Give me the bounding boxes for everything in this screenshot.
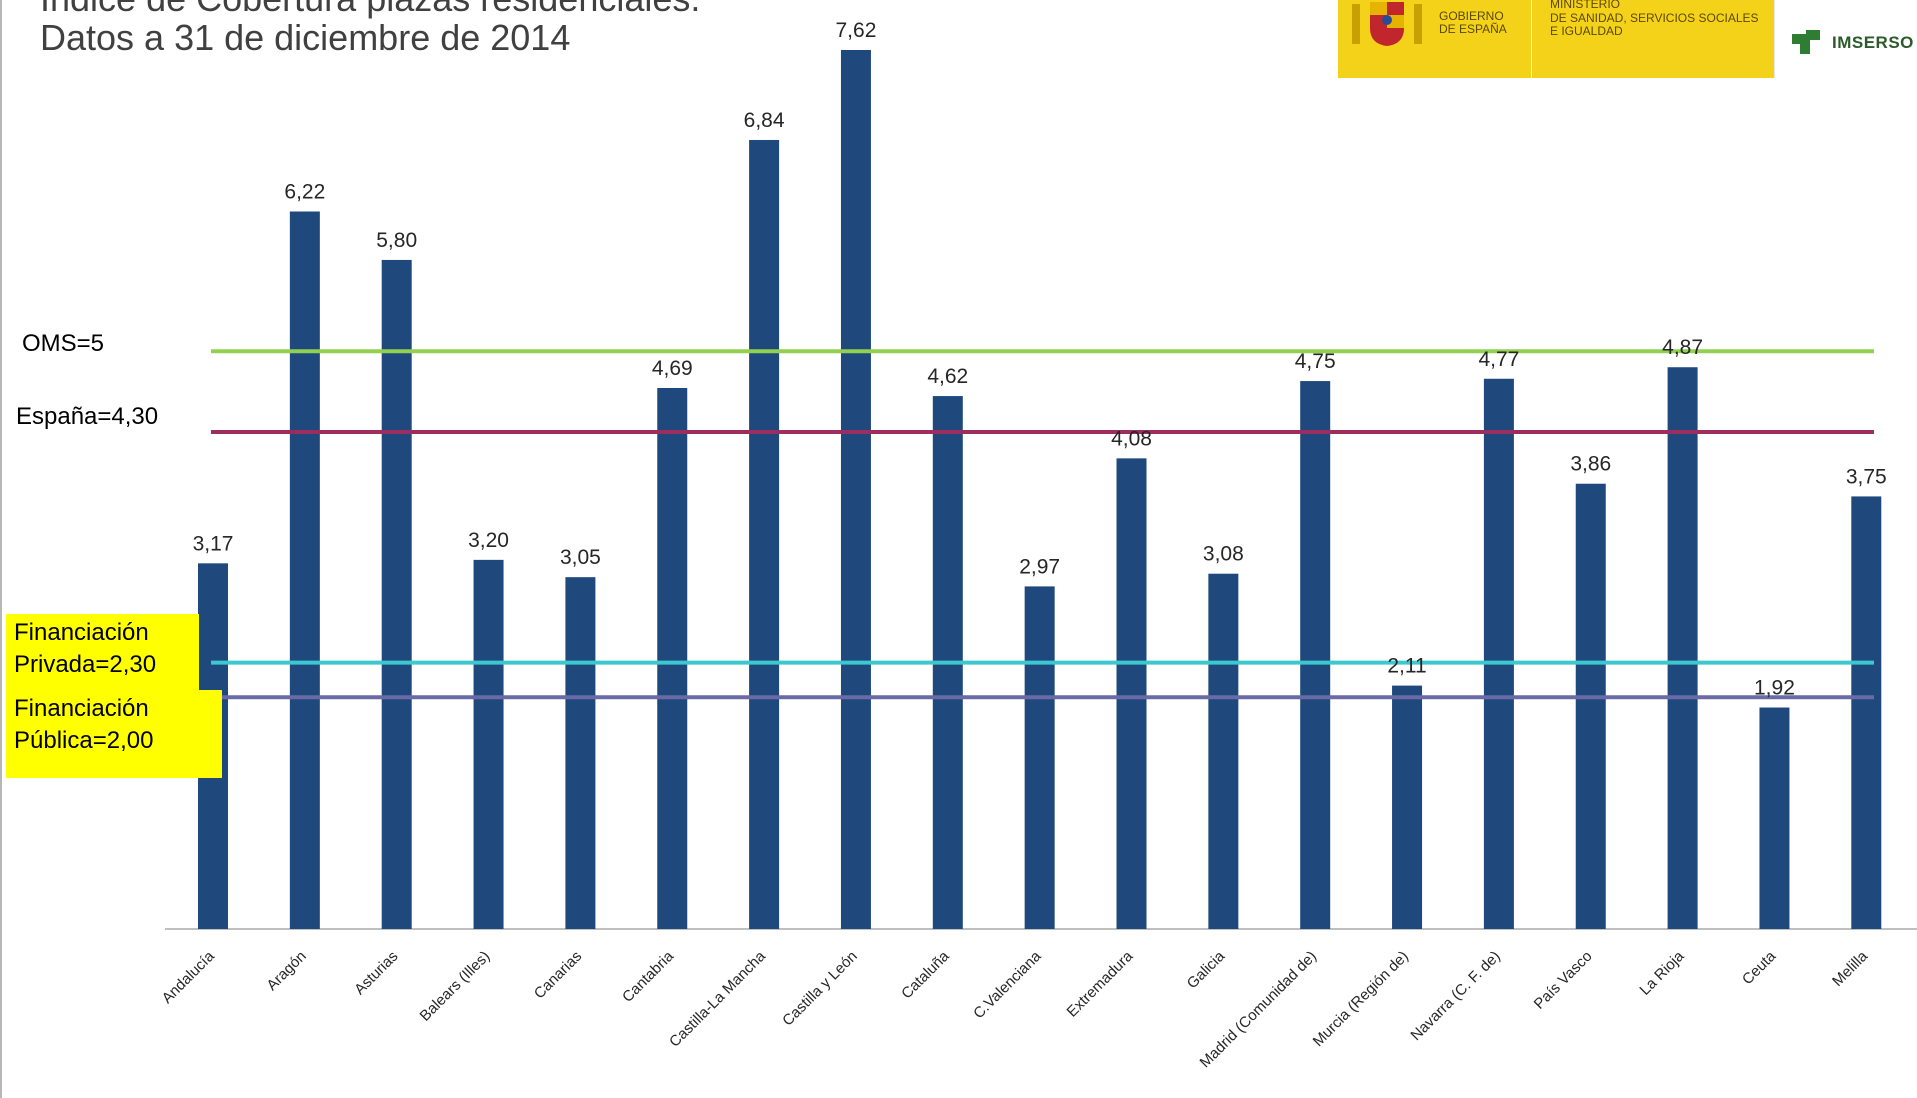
bar-value-label: 7,62 bbox=[836, 19, 877, 42]
bar-16 bbox=[1667, 367, 1698, 930]
financiacion-privada-label: Financiación Privada=2,30 bbox=[14, 619, 157, 678]
bar-11 bbox=[1208, 573, 1239, 929]
bar-value-label: 3,75 bbox=[1846, 465, 1887, 488]
financiacion-publica-box bbox=[6, 690, 222, 778]
bar-7 bbox=[840, 50, 871, 929]
bar-3 bbox=[473, 559, 504, 929]
coat-of-arms-icon bbox=[1352, 2, 1422, 46]
category-label: Galicia bbox=[1184, 947, 1229, 992]
bar-value-label: 5,80 bbox=[376, 229, 417, 252]
bar-value-label: 6,84 bbox=[744, 109, 785, 132]
bar-17 bbox=[1759, 707, 1790, 929]
gobierno-de-espana-text: GOBIERNO DE ESPAÑA bbox=[1439, 9, 1507, 36]
category-label: Murcia (Región de) bbox=[1310, 948, 1412, 1050]
category-label: País Vasco bbox=[1531, 948, 1596, 1013]
imserso-logo-text: IMSERSO bbox=[1832, 33, 1914, 52]
bar-value-label: 3,20 bbox=[468, 529, 509, 552]
category-label: Cantabria bbox=[619, 947, 677, 1005]
imserso-logo-icon bbox=[1792, 30, 1820, 54]
category-label: Asturias bbox=[351, 948, 401, 998]
bar-6 bbox=[749, 139, 780, 929]
category-label: C.Valenciana bbox=[970, 947, 1045, 1022]
bar-value-label: 1,92 bbox=[1754, 677, 1795, 700]
bar-value-label: 4,08 bbox=[1111, 427, 1152, 450]
bar-1 bbox=[289, 211, 320, 929]
bar-value-label: 3,17 bbox=[193, 532, 234, 555]
category-label: Ceuta bbox=[1739, 947, 1780, 988]
bar-value-label: 4,69 bbox=[652, 357, 693, 380]
bar-10 bbox=[1116, 458, 1147, 929]
category-label: Navarra (C. F. de) bbox=[1407, 948, 1503, 1044]
espana-reference-label: España=4,30 bbox=[16, 403, 159, 430]
category-label: Cataluña bbox=[898, 947, 953, 1002]
bar-value-label: 4,62 bbox=[927, 365, 968, 388]
bar-value-label: 3,08 bbox=[1203, 543, 1244, 566]
bar-value-label: 6,22 bbox=[284, 180, 325, 203]
bar-value-label: 4,77 bbox=[1478, 348, 1519, 371]
category-label: Aragón bbox=[263, 948, 309, 994]
category-label: La Rioja bbox=[1636, 947, 1687, 998]
bar-12 bbox=[1300, 381, 1331, 930]
bar-18 bbox=[1851, 496, 1882, 929]
bar-13 bbox=[1392, 685, 1423, 929]
logo-separator bbox=[1531, 0, 1532, 78]
bar-value-label: 2,11 bbox=[1387, 655, 1426, 678]
chart-title-line2: Datos a 31 de diciembre de 2014 bbox=[40, 17, 571, 58]
oms-reference-label: OMS=5 bbox=[22, 330, 105, 357]
financiacion-privada-box bbox=[6, 614, 199, 690]
government-logo-band bbox=[1338, 0, 1774, 78]
category-label: Castilla-La Mancha bbox=[666, 947, 769, 1050]
chart-title-line1: Índice de Cobertura plazas residenciales… bbox=[40, 0, 700, 19]
bar-4 bbox=[565, 577, 596, 929]
bar-2 bbox=[381, 259, 412, 929]
category-label: Extremadura bbox=[1064, 947, 1137, 1020]
bar-value-label: 4,87 bbox=[1662, 336, 1703, 359]
category-label: Canarias bbox=[531, 948, 585, 1002]
bar-value-label: 3,05 bbox=[560, 546, 601, 569]
category-label: Melilla bbox=[1829, 947, 1872, 990]
bar-9 bbox=[1024, 586, 1055, 929]
bar-value-label: 4,75 bbox=[1295, 350, 1336, 373]
bar-value-label: 3,86 bbox=[1570, 453, 1611, 476]
category-label: Balears (Illes) bbox=[417, 948, 494, 1025]
frame-left-border bbox=[0, 0, 2, 1098]
bar-value-label: 2,97 bbox=[1019, 555, 1060, 578]
bar-14 bbox=[1483, 378, 1514, 929]
category-label: Andalucía bbox=[159, 947, 219, 1007]
bar-5 bbox=[657, 387, 688, 930]
category-label: Castilla y León bbox=[779, 948, 861, 1030]
financiacion-publica-label: Financiación Pública=2,00 bbox=[14, 695, 154, 754]
ministry-text: MINISTERIO DE SANIDAD, SERVICIOS SOCIALE… bbox=[1550, 0, 1759, 38]
bar-15 bbox=[1575, 483, 1606, 929]
